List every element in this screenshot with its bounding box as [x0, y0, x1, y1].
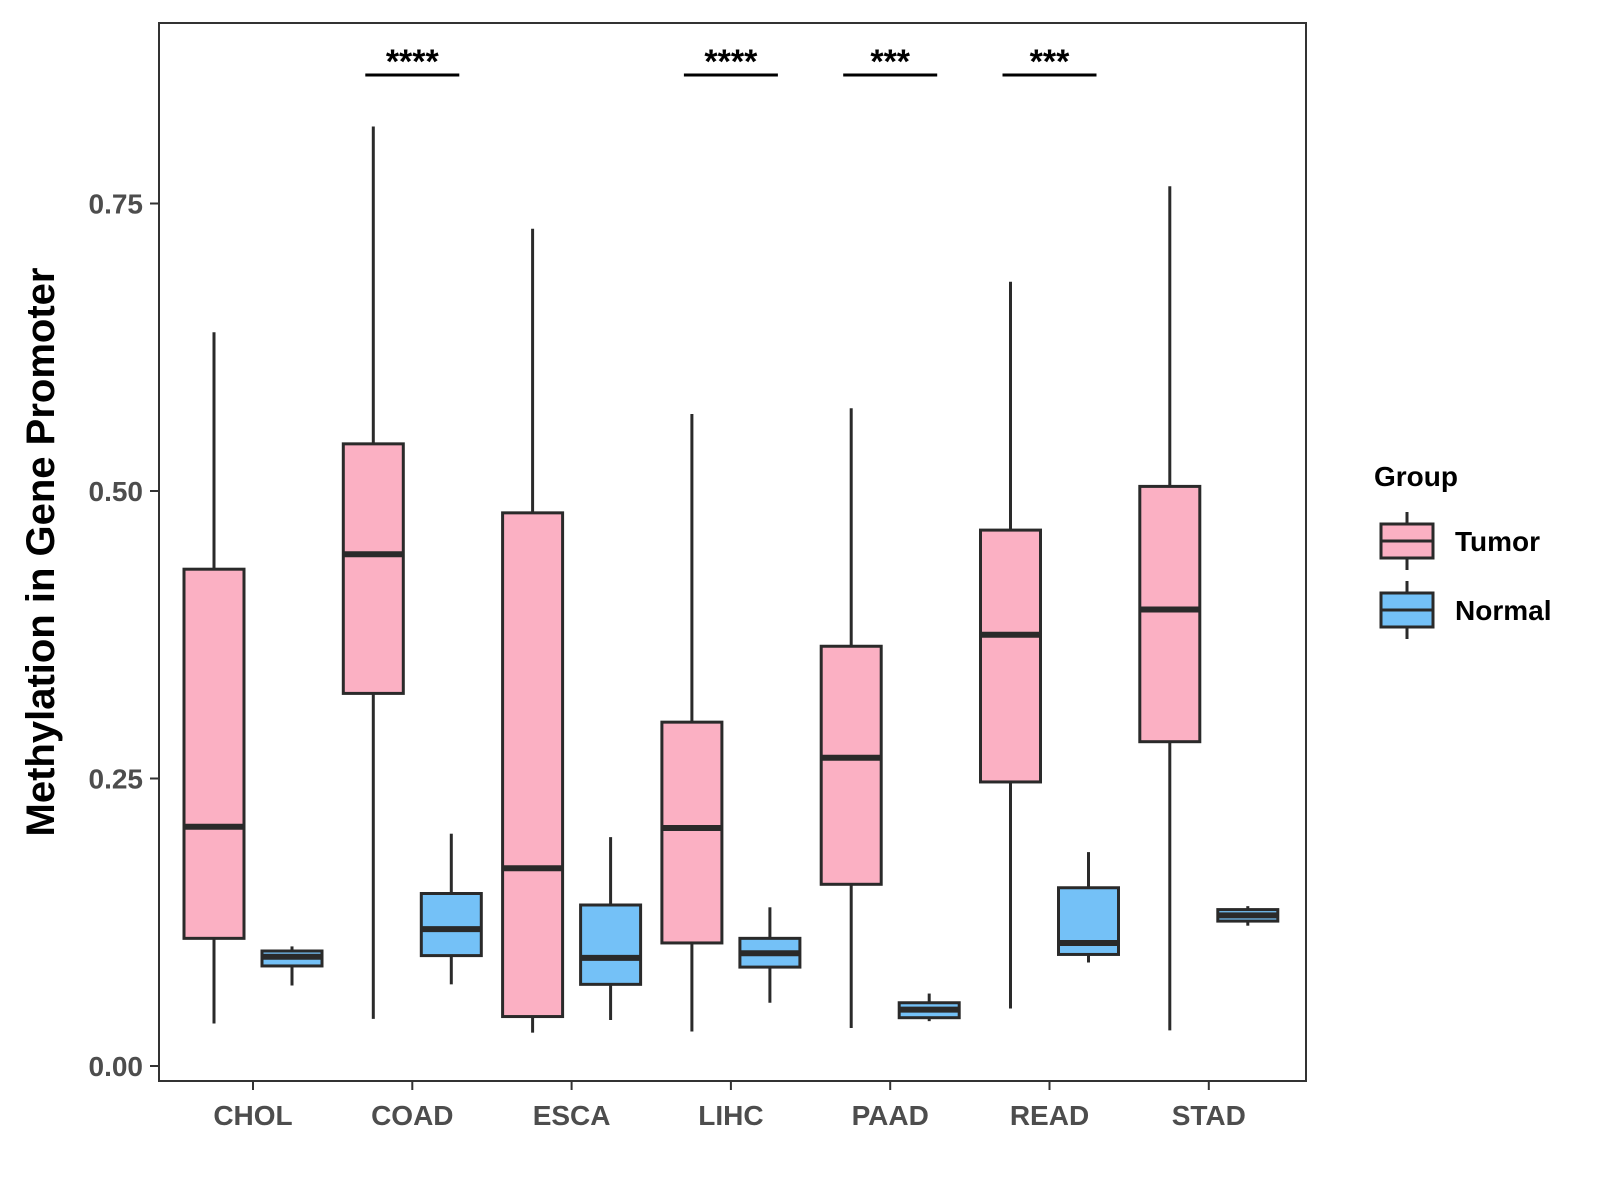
box-normal-lihc [738, 907, 802, 1003]
x-tick-label-read: READ [1010, 1100, 1089, 1131]
box-normal-stad [1216, 906, 1280, 926]
plot-panel [158, 22, 1307, 1082]
box-body [341, 442, 405, 695]
box-body [419, 892, 483, 958]
box-normal-esca [579, 837, 643, 1020]
legend-title: Group [1374, 461, 1458, 492]
box-body [1138, 484, 1202, 744]
box-normal-read [1057, 852, 1120, 963]
box-body [182, 567, 246, 940]
boxes [182, 126, 1280, 1033]
y-axis-title: Methylation in Gene Promoter [19, 268, 63, 837]
box-tumor-stad [1138, 186, 1202, 1031]
box-tumor-lihc [660, 413, 724, 1032]
box-normal-coad [419, 833, 483, 985]
box-body [660, 720, 724, 945]
legend-key-normal [1379, 581, 1435, 639]
legend-key-tumor [1379, 512, 1435, 570]
box-body [501, 511, 565, 1019]
box-normal-paad [897, 993, 961, 1022]
legend: Group Tumor Normal [1374, 461, 1551, 639]
x-tick-label-esca: ESCA [533, 1100, 611, 1131]
y-tick-label: 0.00 [89, 1051, 144, 1082]
legend-label-tumor: Tumor [1455, 526, 1540, 557]
box-body [579, 903, 643, 986]
x-tick-label-lihc: LIHC [698, 1100, 763, 1131]
box-tumor-coad [341, 126, 405, 1019]
box-normal-chol [260, 946, 324, 986]
significance-label-read: *** [1030, 43, 1070, 81]
box-tumor-chol [182, 332, 246, 1024]
y-tick-label: 0.50 [89, 476, 144, 507]
y-tick-label: 0.75 [89, 189, 144, 220]
significance-label-lihc: **** [704, 43, 758, 81]
significance-label-paad: *** [870, 43, 910, 81]
y-axis: 0.00 0.25 0.50 0.75 [89, 189, 159, 1082]
significance-annotations: **** **** *** *** [365, 43, 1097, 81]
box-tumor-paad [819, 408, 883, 1029]
x-tick-label-paad: PAAD [852, 1100, 929, 1131]
box-body [819, 644, 883, 886]
box-tumor-esca [501, 228, 565, 1033]
y-tick-label: 0.25 [89, 764, 144, 795]
significance-label-coad: **** [386, 43, 440, 81]
x-tick-label-coad: COAD [371, 1100, 453, 1131]
legend-label-normal: Normal [1455, 595, 1551, 626]
box-body [979, 528, 1042, 784]
box-tumor-read [979, 281, 1042, 1009]
x-tick-label-stad: STAD [1172, 1100, 1246, 1131]
x-tick-label-chol: CHOL [213, 1100, 292, 1131]
x-axis: CHOL COAD ESCA LIHC PAAD READ STAD [213, 1081, 1246, 1131]
